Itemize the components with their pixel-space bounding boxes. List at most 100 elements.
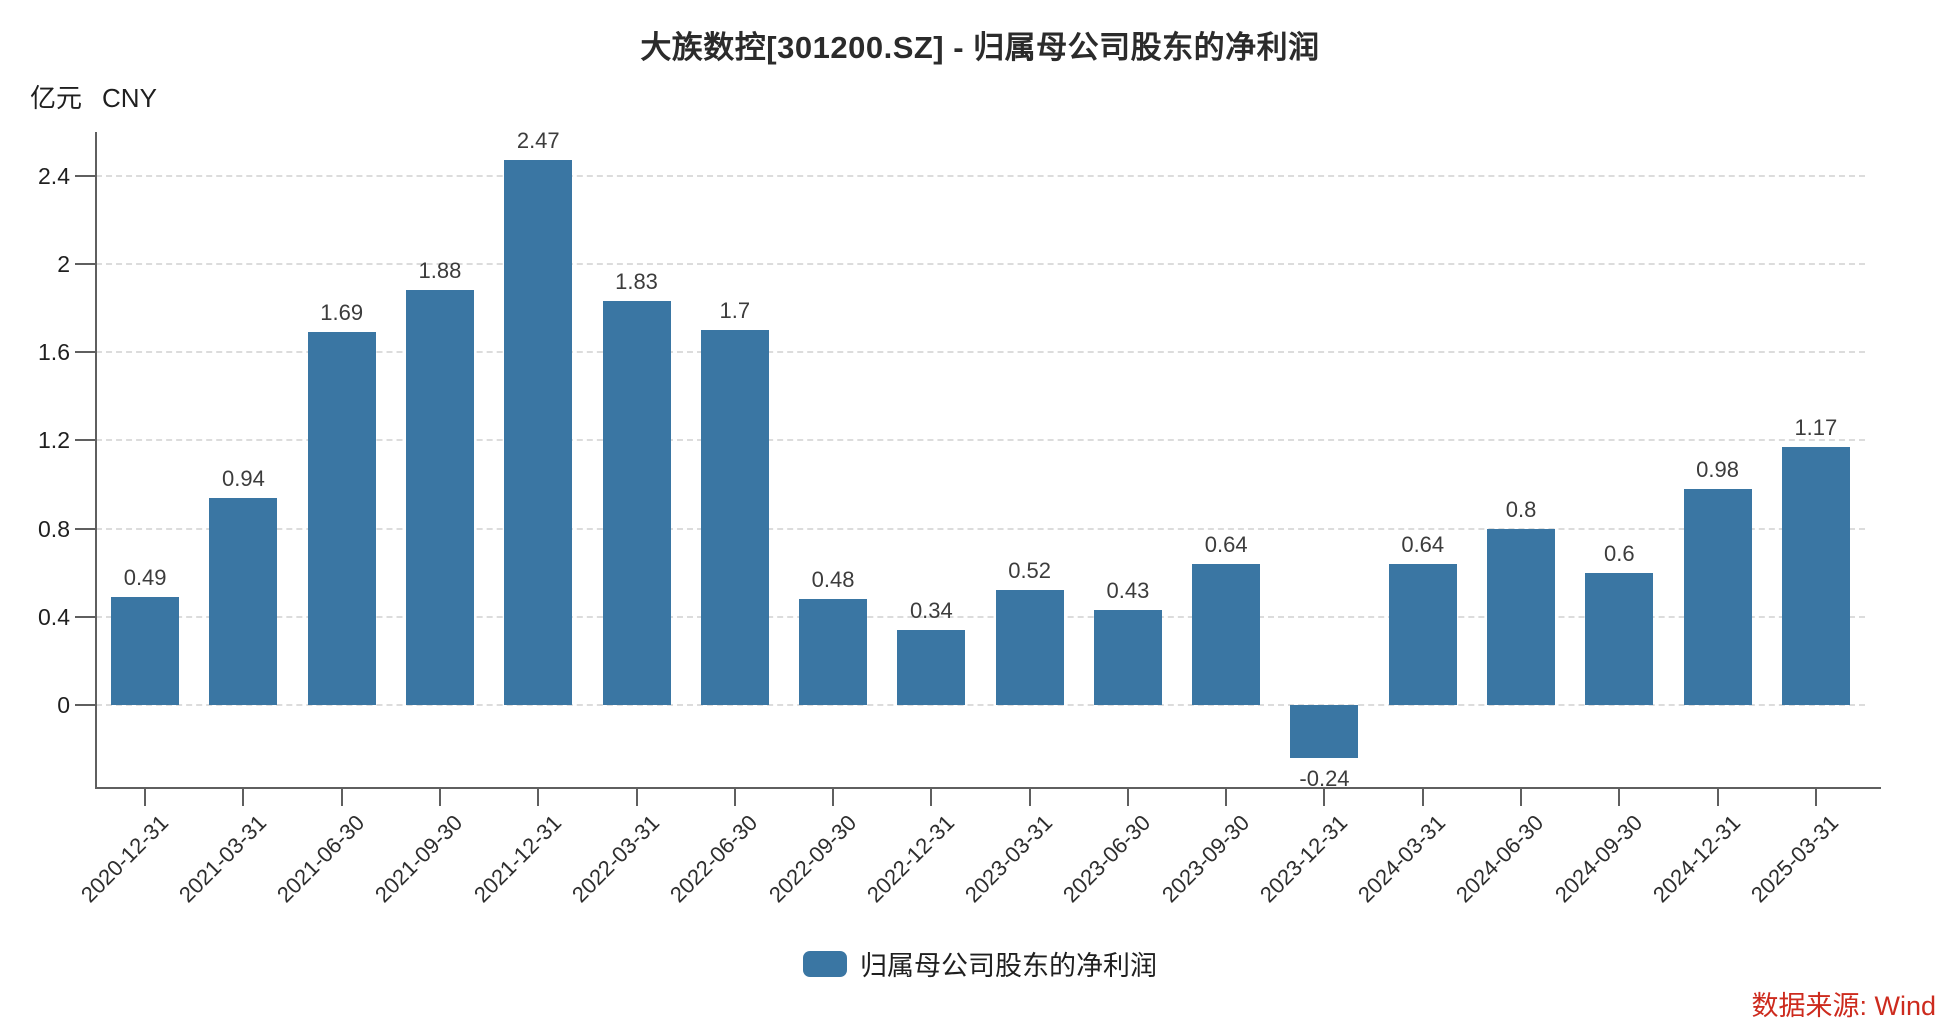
x-tick-label: 2024-09-30 (1549, 810, 1647, 908)
bar[interactable] (1487, 528, 1556, 705)
y-tick (75, 439, 96, 442)
bar-value-label: 1.17 (1794, 415, 1838, 440)
y-tick-label: 0.4 (38, 603, 70, 630)
bar-value-label: 0.48 (811, 567, 855, 593)
x-tick (242, 788, 245, 806)
bar[interactable] (307, 332, 376, 705)
x-tick-label: 2023-12-31 (1254, 810, 1353, 908)
y-axis-line (95, 132, 97, 788)
y-gridline (96, 615, 1865, 618)
bar-value-label: 0.64 (1204, 531, 1248, 557)
x-tick (1421, 788, 1424, 806)
bar[interactable] (700, 330, 769, 705)
y-tick (75, 527, 96, 530)
bar-value-label: 0.94 (221, 465, 265, 491)
bar-value-label: 0.43 (1106, 578, 1150, 604)
x-tick (1126, 788, 1129, 806)
y-tick-label: 2.4 (38, 162, 70, 189)
y-gridline (96, 704, 1865, 706)
x-tick-label: 2023-03-31 (960, 810, 1058, 908)
x-tick (635, 788, 638, 806)
y-gridline (96, 263, 1865, 265)
x-tick-label: 2023-09-30 (1156, 810, 1254, 908)
bar[interactable] (1093, 610, 1162, 705)
bar-value-label: 0.49 (123, 564, 167, 590)
bar-value-label: 1.83 (615, 269, 658, 295)
bar[interactable] (111, 596, 180, 705)
bar[interactable] (995, 590, 1064, 705)
bar[interactable] (897, 630, 966, 705)
y-axis-unit-text: 亿元 (30, 83, 83, 113)
y-tick (75, 704, 96, 706)
bar[interactable] (602, 301, 671, 705)
y-gridline (96, 174, 1865, 177)
x-tick (1520, 788, 1523, 806)
y-tick-label: 2 (57, 251, 70, 277)
bar-value-label: -0.24 (1299, 765, 1350, 791)
x-tick (1716, 788, 1719, 806)
legend-label: 归属母公司股东的净利润 (860, 951, 1157, 981)
y-tick (75, 351, 96, 354)
x-tick-label: 2024-06-30 (1451, 810, 1549, 908)
bar-value-label: 0.98 (1696, 456, 1739, 482)
bar-value-label: 0.34 (909, 598, 953, 624)
x-tick (1618, 788, 1621, 806)
bar[interactable] (1388, 563, 1457, 705)
bar-value-label: 1.7 (719, 298, 751, 324)
x-tick (1225, 788, 1228, 806)
bar-value-label: 0.52 (1008, 558, 1052, 584)
y-tick (75, 615, 96, 618)
y-tick-label: 0 (57, 692, 70, 718)
x-tick (832, 788, 835, 806)
x-tick (144, 788, 147, 806)
y-axis-currency-text: CNY (102, 83, 157, 113)
bar-value-label: 0.64 (1401, 531, 1445, 557)
y-gridline (96, 527, 1865, 530)
y-gridline (96, 351, 1865, 354)
bar[interactable] (405, 290, 474, 705)
chart-title: 大族数控[301200.SZ] - 归属母公司股东的净利润 (640, 30, 1320, 65)
x-tick (340, 788, 343, 806)
bar[interactable] (504, 160, 573, 705)
bar[interactable] (1192, 563, 1261, 705)
bar-value-label: 0.8 (1505, 496, 1537, 522)
x-tick-label: 2021-09-30 (370, 810, 468, 908)
bar-value-label: 2.47 (516, 128, 560, 154)
x-tick (1814, 788, 1817, 806)
x-tick-label: 2025-03-31 (1746, 810, 1844, 908)
x-tick-label: 2024-03-31 (1353, 810, 1451, 908)
x-tick (537, 788, 540, 806)
x-tick (1323, 788, 1326, 806)
bar[interactable] (1781, 447, 1850, 705)
bar[interactable] (1290, 705, 1359, 758)
y-tick-label: 1.6 (38, 339, 70, 366)
y-tick (75, 174, 96, 177)
x-axis-line (95, 787, 1881, 789)
legend-item[interactable]: 归属母公司股东的净利润 (0, 944, 1960, 983)
data-source-label: 数据来源: Wind (1751, 991, 1936, 1021)
x-tick (930, 788, 933, 806)
x-tick (1028, 788, 1031, 806)
x-tick-label: 2022-06-30 (665, 810, 763, 908)
bar-value-label: 0.6 (1604, 540, 1635, 566)
x-tick-label: 2023-06-30 (1058, 810, 1156, 908)
x-tick-label: 2022-12-31 (861, 810, 960, 908)
x-tick-label: 2024-12-31 (1648, 810, 1746, 908)
bar[interactable] (1683, 488, 1752, 705)
bar[interactable] (209, 497, 278, 705)
x-tick-label: 2020-12-31 (75, 810, 173, 908)
x-tick-label: 2021-12-31 (468, 810, 566, 908)
x-tick (733, 788, 736, 806)
y-tick-label: 1.2 (38, 427, 70, 454)
bar[interactable] (1585, 572, 1654, 705)
legend-swatch (803, 950, 847, 977)
y-gridline (96, 439, 1865, 442)
x-tick-label: 2021-06-30 (272, 810, 370, 908)
y-tick-label: 0.8 (38, 515, 70, 542)
bar[interactable] (799, 599, 868, 705)
x-tick-label: 2022-09-30 (763, 810, 861, 908)
y-tick (75, 263, 96, 265)
bar-value-label: 1.69 (320, 300, 364, 326)
